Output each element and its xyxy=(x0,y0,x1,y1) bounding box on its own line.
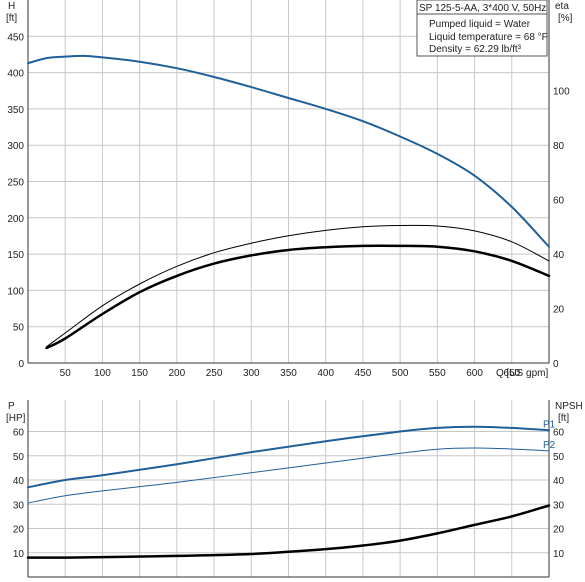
x-tick-label: 150 xyxy=(131,368,148,379)
lower-left-tick-label: 20 xyxy=(13,525,25,536)
upper-left-tick-label: 300 xyxy=(7,141,24,152)
upper-right-axis-unit: [%] xyxy=(558,13,573,24)
x-tick-label: 50 xyxy=(60,368,72,379)
lower-left-tick-label: 10 xyxy=(13,549,25,560)
info-liquid-temperature: Liquid temperature = 68 °F xyxy=(429,32,548,43)
x-tick-label: 300 xyxy=(243,368,260,379)
upper-right-tick-label: 100 xyxy=(553,87,570,98)
curve-layer xyxy=(26,54,551,559)
curve-label-p2: P2 xyxy=(543,440,556,451)
x-tick-label: 450 xyxy=(355,368,372,379)
lower-curve-series-2 xyxy=(26,504,551,559)
upper-left-tick-label: 250 xyxy=(7,178,24,189)
x-tick-label: 200 xyxy=(169,368,186,379)
x-tick-label: 550 xyxy=(429,368,446,379)
upper-right-tick-label: 80 xyxy=(553,141,565,152)
upper-left-tick-label: 400 xyxy=(7,69,24,80)
text-layer: 0 50 100 150 200 250 300 350 400 450 0 20 40 60 80 100 H… xyxy=(6,1,583,560)
info-box-frame xyxy=(416,0,548,57)
x-tick-label: 650 xyxy=(503,368,520,379)
x-tick-label: 350 xyxy=(280,368,297,379)
upper-curve-series-1 xyxy=(46,224,550,348)
upper-right-axis-title: eta xyxy=(555,1,569,12)
lower-right-tick-label: 20 xyxy=(553,525,565,536)
upper-right-tick-label: 40 xyxy=(553,250,565,261)
upper-right-tick-label: 0 xyxy=(553,359,559,370)
lower-curve-p1 xyxy=(27,425,550,489)
lower-right-axis-title: NPSH xyxy=(555,401,583,412)
upper-left-tick-label: 450 xyxy=(7,32,24,43)
upper-curve-series-2 xyxy=(45,244,551,350)
pump-model-title: SP 125-5-AA, 3*400 V, 50Hz xyxy=(419,3,546,14)
x-tick-label: 600 xyxy=(466,368,483,379)
upper-left-axis-title: H xyxy=(8,1,15,12)
x-tick-label: 400 xyxy=(317,368,334,379)
lower-right-tick-label: 40 xyxy=(553,476,565,487)
x-axis-title: Q [US gpm] xyxy=(496,368,548,379)
lower-left-axis-unit: [HP] xyxy=(6,413,26,424)
info-box: SP 125-5-AA, 3*400 V, 50Hz Pumped liquid… xyxy=(416,0,548,57)
upper-right-tick-label: 20 xyxy=(553,305,565,316)
curve-label-p1: P1 xyxy=(543,419,556,430)
lower-left-tick-label: 50 xyxy=(13,452,25,463)
x-tick-label: 250 xyxy=(206,368,223,379)
lower-right-tick-label: 50 xyxy=(553,452,565,463)
lower-left-tick-label: 60 xyxy=(13,428,25,439)
upper-left-tick-label: 200 xyxy=(7,214,24,225)
lower-right-tick-label: 30 xyxy=(553,500,565,511)
upper-left-tick-label: 0 xyxy=(18,359,24,370)
upper-left-axis-unit: [ft] xyxy=(6,13,17,24)
upper-right-tick-label: 60 xyxy=(553,196,565,207)
upper-left-tick-label: 50 xyxy=(13,323,25,334)
lower-left-axis-title: P xyxy=(8,401,15,412)
x-tick-label: 100 xyxy=(94,368,111,379)
info-density: Density = 62.29 lb/ft³ xyxy=(429,44,522,55)
upper-curve-series-0 xyxy=(27,54,550,248)
lower-left-tick-label: 40 xyxy=(13,476,25,487)
upper-left-tick-label: 150 xyxy=(7,250,24,261)
upper-left-tick-label: 100 xyxy=(7,286,24,297)
info-pumped-liquid: Pumped liquid = Water xyxy=(429,19,531,30)
lower-curve-p2 xyxy=(27,447,550,504)
x-tick-label: 500 xyxy=(392,368,409,379)
lower-right-tick-label: 10 xyxy=(553,549,565,560)
lower-right-axis-unit: [ft] xyxy=(558,413,569,424)
lower-right-tick-label: 60 xyxy=(553,428,565,439)
grid-layer xyxy=(27,0,550,578)
upper-left-tick-label: 350 xyxy=(7,105,24,116)
lower-left-tick-label: 30 xyxy=(13,500,25,511)
